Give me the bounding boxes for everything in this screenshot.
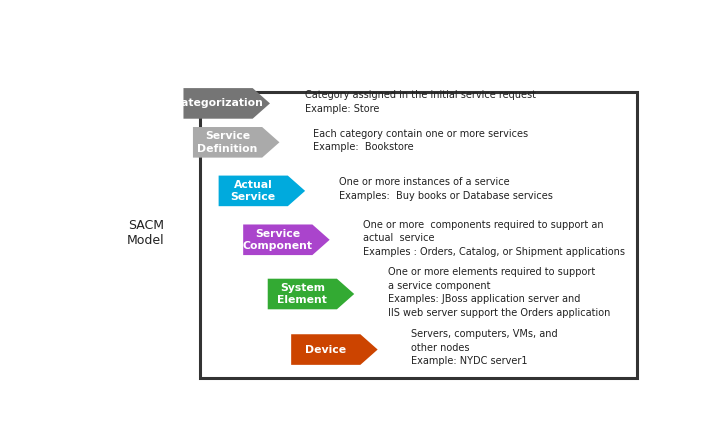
- Polygon shape: [291, 334, 378, 365]
- Text: Categorization: Categorization: [173, 98, 263, 108]
- Text: Service
Definition: Service Definition: [197, 131, 258, 153]
- Bar: [200, 92, 637, 378]
- Polygon shape: [268, 279, 354, 309]
- Text: Device: Device: [305, 345, 346, 355]
- Text: SACM
Model: SACM Model: [127, 219, 165, 247]
- Polygon shape: [219, 175, 305, 206]
- Polygon shape: [193, 127, 279, 158]
- Text: System
Element: System Element: [277, 283, 328, 305]
- Text: Category assigned in the initial service request
Example: Store: Category assigned in the initial service…: [305, 90, 536, 114]
- Text: One or more  components required to support an
actual  service
Examples : Orders: One or more components required to suppo…: [364, 219, 626, 257]
- Polygon shape: [243, 225, 330, 255]
- Text: Servers, computers, VMs, and
other nodes
Example: NYDC server1: Servers, computers, VMs, and other nodes…: [411, 329, 558, 366]
- Text: Actual
Service: Actual Service: [230, 180, 276, 202]
- Text: Service
Component: Service Component: [243, 229, 312, 251]
- Text: One or more instances of a service
Examples:  Buy books or Database services: One or more instances of a service Examp…: [339, 178, 553, 201]
- Text: Each category contain one or more services
Example:  Bookstore: Each category contain one or more servic…: [313, 129, 528, 152]
- Polygon shape: [184, 88, 270, 119]
- Text: One or more elements required to support
a service component
Examples: JBoss app: One or more elements required to support…: [388, 267, 611, 318]
